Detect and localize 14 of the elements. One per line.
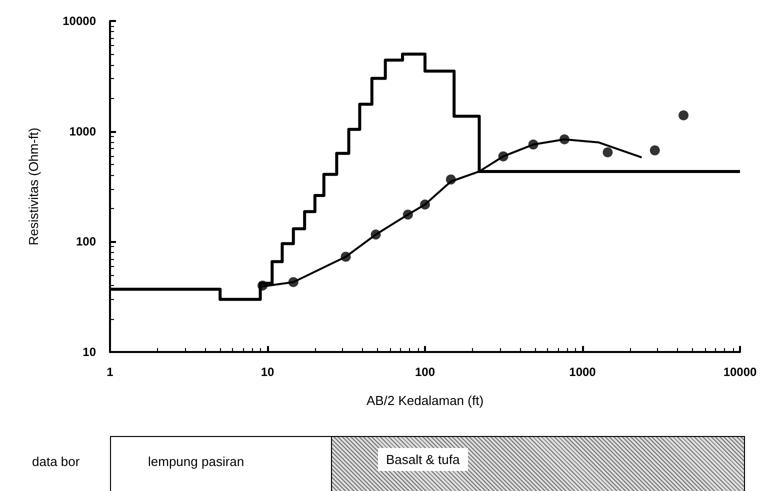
x-tick-label: 1000 <box>569 365 596 379</box>
y-tick-label: 10 <box>82 345 96 359</box>
y-tick-label: 100 <box>76 234 96 249</box>
y-tick-label: 1000 <box>69 124 96 138</box>
x-tick-label: 10000 <box>723 365 758 379</box>
x-tick-label: 100 <box>414 365 436 379</box>
text: Basalt & tufa <box>378 448 468 471</box>
text: lempung pasiran <box>148 454 244 469</box>
x-tick-label: 1 <box>106 365 114 379</box>
y-axis-title: Resistivitas (Ohm-ft) <box>26 128 41 246</box>
text: data bor <box>32 454 80 469</box>
y-tick-label: 10000 <box>62 14 96 28</box>
x-tick-label: 10 <box>260 365 274 379</box>
x-axis-title: AB/2 Kedalaman (ft) <box>366 393 484 408</box>
